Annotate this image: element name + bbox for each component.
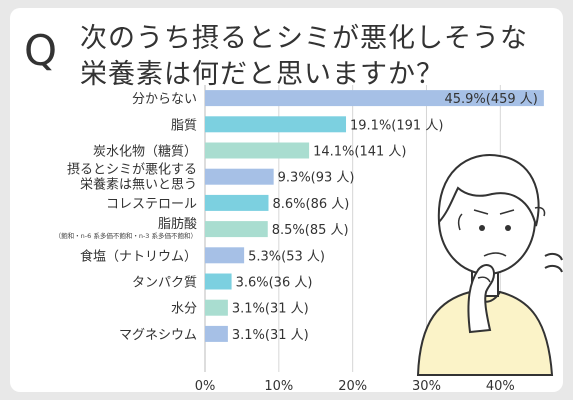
category-label: マグネシウム: [119, 328, 197, 343]
category-label: 脂肪酸: [158, 216, 197, 232]
category-label: 分からない: [132, 92, 197, 107]
bar: [205, 247, 245, 264]
bar: [205, 90, 544, 107]
category-label: 食塩（ナトリウム）: [80, 248, 197, 264]
x-tick-label: 40%: [486, 379, 515, 394]
x-tick-label: 0%: [195, 379, 216, 394]
data-label: 3.1%(31 人): [232, 328, 309, 343]
question-line-2: 栄養素は何だと思いますか？: [80, 59, 444, 90]
bar: [205, 168, 274, 185]
person-hand: [467, 264, 496, 334]
data-label: 9.3%(93 人): [278, 171, 355, 186]
data-label: 14.1%(141 人): [313, 145, 406, 160]
category-label: 水分: [171, 302, 197, 317]
category-label: 脂質: [171, 118, 197, 133]
category-label: コレステロール: [106, 197, 197, 212]
category-label: 摂るとシミが悪化する: [67, 162, 197, 178]
x-tick-label: 20%: [338, 379, 367, 394]
data-label: 3.6%(36 人): [236, 276, 313, 291]
category-label: 栄養素は無いと思う: [80, 177, 197, 193]
bar: [205, 116, 347, 133]
data-label: 5.3%(53 人): [248, 249, 325, 264]
bar: [205, 325, 228, 342]
data-label: 45.9%(459 人): [444, 92, 537, 107]
category-subnote: （飽和・n-6 系多価不飽和・n-3 系多価不飽和）: [55, 231, 197, 240]
x-tick-label: 30%: [412, 379, 441, 394]
data-label: 19.1%(191 人): [350, 118, 443, 133]
data-label: 8.5%(85 人): [272, 223, 349, 238]
bar: [205, 273, 232, 290]
worry-lines: [544, 252, 563, 273]
bar: [205, 142, 310, 159]
data-label: 8.6%(86 人): [272, 197, 349, 212]
x-tick-label: 10%: [264, 379, 293, 394]
question-line-1: 次のうち摂るとシミが悪化しそうな: [80, 23, 528, 54]
data-label: 3.1%(31 人): [232, 302, 309, 317]
category-label: 炭水化物（糖質）: [93, 144, 197, 160]
bar: [205, 299, 228, 316]
bar: [205, 221, 268, 238]
bar: [205, 194, 269, 211]
category-label: タンパク質: [132, 276, 197, 291]
question-mark: Q: [24, 26, 58, 75]
